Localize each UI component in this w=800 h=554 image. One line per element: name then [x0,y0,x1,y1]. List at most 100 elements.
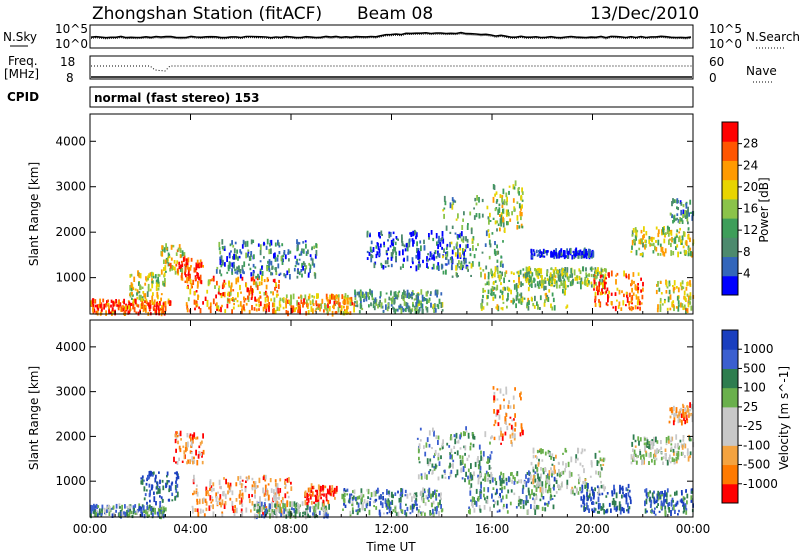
heatmap-cell [677,513,679,516]
heatmap-cell [645,488,648,494]
heatmap-cell [500,430,502,436]
heatmap-cell [269,503,271,510]
heatmap-cell [259,496,261,502]
heatmap-cell [494,492,497,496]
heatmap-cell [513,480,516,485]
heatmap-cell [683,413,686,418]
heatmap-cell [502,473,505,479]
heatmap-cell [422,511,424,514]
heatmap-cell [193,460,196,464]
heatmap-cell [445,269,447,275]
heatmap-cell [491,493,493,499]
heatmap-cell [112,505,115,510]
y-tick-label: 2000 [55,429,86,443]
heatmap-cell [300,250,303,254]
heatmap-cell [571,486,574,492]
heatmap-cell [198,445,201,449]
heatmap-cell [347,300,349,305]
heatmap-cell [526,472,529,475]
heatmap-cell [361,307,364,311]
heatmap-cell [510,289,512,295]
heatmap-cell [679,499,682,503]
heatmap-cell [446,243,449,247]
heatmap-cell [639,300,641,306]
heatmap-cell [173,260,176,264]
heatmap-cell [179,430,182,437]
heatmap-cell [498,274,501,280]
heatmap-cell [487,456,489,461]
heatmap-cell [659,491,662,495]
heatmap-cell [581,484,584,491]
heatmap-cell [506,196,508,203]
heatmap-cell [421,303,424,309]
heatmap-cell [685,411,688,415]
heatmap-cell [204,296,207,301]
heatmap-cell [361,504,364,511]
heatmap-cell [258,513,261,518]
heatmap-cell [564,284,567,289]
heatmap-cell [528,271,530,275]
heatmap-cell [132,505,135,510]
heatmap-cell [449,455,452,460]
heatmap-cell [583,448,586,452]
heatmap-cell [477,243,479,247]
heatmap-cell [536,254,539,257]
heatmap-cell [201,460,204,465]
heatmap-cell [264,484,267,491]
heatmap-cell [268,305,270,312]
heatmap-cell [172,244,175,248]
heatmap-cell [464,452,466,456]
heatmap-cell [264,298,267,302]
heatmap-cell [573,492,576,496]
heatmap-cell [388,494,391,498]
heatmap-cell [212,504,214,510]
heatmap-cell [471,474,474,481]
heatmap-cell [602,275,605,279]
heatmap-cell [388,233,391,239]
heatmap-cell [498,207,501,213]
heatmap-cell [307,513,309,518]
heatmap-cell [534,471,537,474]
heatmap-cell [149,489,151,496]
heatmap-cell [92,306,94,313]
heatmap-cell [491,232,494,235]
heatmap-cell [133,507,135,512]
heatmap-cell [537,305,539,309]
heatmap-cell [636,306,639,310]
heatmap-cell [426,496,429,500]
heatmap-cell [298,305,300,312]
heatmap-cell [657,252,659,256]
heatmap-cell [257,506,259,509]
heatmap-cell [512,300,515,305]
heatmap-cell [311,246,314,249]
heatmap-cell [530,283,533,288]
heatmap-cell [459,447,462,450]
heatmap-cell [470,274,472,277]
heatmap-cell [496,259,499,263]
heatmap-cell [608,502,611,507]
heatmap-cell [314,509,317,513]
heatmap-cell [487,283,490,286]
heatmap-cell [400,491,402,496]
heatmap-cell [387,490,390,494]
heatmap-cell [593,284,596,288]
heatmap-cell [93,503,95,509]
heatmap-cell [326,514,329,519]
heatmap-cell [397,292,400,298]
heatmap-cell [416,293,419,299]
heatmap-cell [555,491,558,494]
heatmap-cell [518,203,521,209]
heatmap-cell [271,508,274,515]
heatmap-cell [304,511,306,516]
heatmap-cell [679,439,682,443]
heatmap-cell [518,225,521,229]
heatmap-cell [287,252,290,255]
heatmap-cell [232,306,235,310]
heatmap-cell [150,510,153,515]
heatmap-cell [169,262,172,269]
heatmap-cell [210,485,213,491]
heatmap-cell [668,239,670,245]
heatmap-cell [682,510,685,514]
heatmap-cell [537,505,540,510]
heatmap-cell [672,251,675,256]
